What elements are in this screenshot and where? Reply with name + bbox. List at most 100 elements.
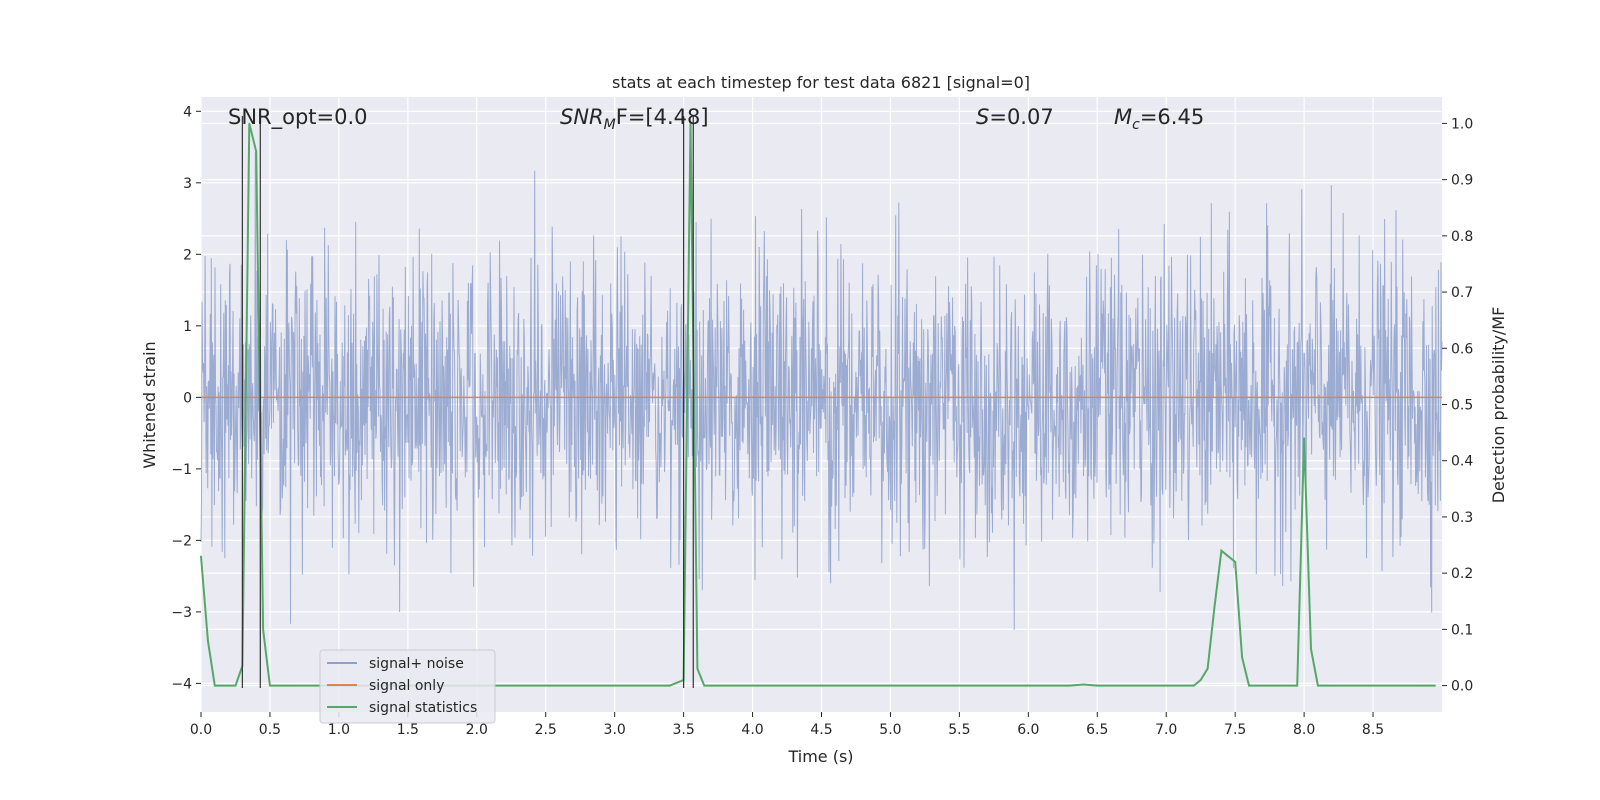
signal-statistics-point (1234, 561, 1236, 563)
annotation-mc: Mc=6.45 (1114, 105, 1204, 133)
legend-label-signal-only: signal only (369, 678, 444, 694)
y2-axis-ticks: 0.0 0.1 0.2 0.3 0.4 0.5 0.6 0.7 0.8 0.9 1.0 (1442, 116, 1473, 695)
signal-statistics-point (207, 639, 209, 642)
signal-statistics-point (276, 684, 278, 687)
signal-statistics-point (1330, 684, 1333, 687)
legend: signal+ noise signal only signal statist… (319, 649, 496, 724)
signal-statistics-point (1096, 684, 1099, 687)
signal-statistics-point (1324, 684, 1326, 687)
chart-title: stats at each timestep for test data 682… (612, 73, 1030, 92)
x-axis-ticks: 0.0 0.5 1.0 1.5 2.0 2.5 3.0 3.5 4.0 4.5 5.0 5.5 6.0 6… (190, 712, 1384, 738)
signal-statistics-line (200, 123, 1436, 687)
annotation-s: S=0.07 (976, 105, 1054, 129)
y-axis-ticks: −4 −3 −2 −1 0 1 2 3 4 (171, 104, 201, 692)
line-series (200, 122, 1442, 687)
signal-statistics-point (696, 667, 699, 670)
y-tick-label: −1 (171, 462, 192, 478)
signal-statistics-point (1213, 606, 1216, 608)
signal-statistics-point (289, 684, 292, 687)
x-tick-label: 7.5 (1224, 722, 1246, 738)
y2-tick-label: 0.3 (1451, 510, 1473, 526)
y2-tick-label: 0.8 (1451, 229, 1473, 245)
signal-statistics-point (1241, 656, 1243, 659)
y-tick-label: −4 (171, 676, 192, 692)
signal-statistics-point (214, 684, 216, 687)
x-tick-label: 1.5 (397, 722, 419, 738)
signal-statistics-point (248, 122, 251, 125)
x-tick-label: 3.5 (672, 722, 694, 738)
snr-mf-base: SNR (560, 105, 604, 129)
signal-statistics-point (1420, 684, 1423, 687)
signal-statistics-point (710, 684, 712, 687)
y-tick-label: 2 (183, 247, 192, 263)
y-tick-label: 4 (183, 104, 192, 120)
y2-tick-label: 0.5 (1451, 398, 1473, 414)
x-tick-label: 8.5 (1362, 722, 1384, 738)
x-tick-label: 8.0 (1293, 722, 1315, 738)
x-axis-label: Time (s) (787, 747, 853, 766)
signal-statistics-point (255, 150, 257, 153)
snr-mf-sub: M (604, 117, 616, 133)
signal-statistics-point (1193, 684, 1195, 687)
mc-sub: c (1132, 117, 1140, 133)
x-tick-label: 6.0 (1017, 722, 1039, 738)
signal-statistics-point (282, 684, 285, 687)
signal-statistics-point (1296, 684, 1298, 687)
signal-statistics-point (1082, 683, 1085, 686)
x-tick-label: 2.5 (535, 722, 557, 738)
signal-statistics-point (1206, 667, 1209, 670)
x-tick-label: 2.0 (466, 722, 488, 738)
legend-box (319, 649, 496, 724)
y-axis-label: Whitened strain (140, 341, 159, 468)
y2-tick-label: 1.0 (1451, 116, 1473, 132)
signal-statistics-point (1199, 679, 1202, 681)
signal-statistics-point (262, 628, 264, 631)
signal-statistics-point (220, 684, 223, 687)
vertical-markers (241, 116, 694, 688)
annotation-snr-mf: SNRMF=[4.48] (560, 105, 709, 133)
y2-tick-label: 0.2 (1451, 566, 1473, 582)
x-tick-label: 5.5 (948, 722, 970, 738)
signal-statistics-point (1427, 684, 1429, 687)
y2-tick-label: 0.0 (1451, 679, 1473, 695)
s-var: S (976, 105, 989, 129)
x-tick-label: 0.0 (190, 722, 212, 738)
signal-statistics-point (1261, 684, 1264, 687)
signal-statistics-point (234, 684, 237, 687)
mc-rest: =6.45 (1140, 105, 1204, 129)
signal-statistics-point (1317, 684, 1319, 687)
signal-statistics-point (1268, 684, 1271, 687)
x-tick-label: 0.5 (259, 722, 281, 738)
y-tick-label: 3 (183, 176, 192, 192)
signal-statistics-point (1303, 437, 1305, 440)
x-tick-label: 7.0 (1155, 722, 1177, 738)
signal-statistics-point (717, 684, 719, 687)
signal-statistics-point (269, 684, 271, 687)
annotation-snr-opt: SNR_opt=0.0 (228, 105, 368, 130)
y2-tick-label: 0.1 (1451, 622, 1473, 638)
noise-series (200, 151, 1443, 630)
signal-noise-line (200, 151, 1443, 630)
signal-statistics-point (689, 122, 692, 125)
s-rest: =0.07 (989, 105, 1053, 129)
mc-var: M (1114, 105, 1132, 129)
x-tick-label: 3.0 (604, 722, 626, 738)
signal-statistics-point (1068, 684, 1071, 687)
x-tick-label: 4.5 (810, 722, 832, 738)
signal-statistics-point (669, 684, 671, 687)
x-tick-label: 1.0 (328, 722, 350, 738)
signal-statistics-point (227, 684, 230, 687)
signal-statistics-point (1220, 549, 1223, 552)
y-tick-label: −2 (171, 533, 192, 549)
snr-mf-rest: F=[4.48] (616, 105, 709, 129)
x-tick-label: 4.0 (741, 722, 763, 738)
y2-axis-label: Detection probability/MF (1489, 307, 1508, 504)
x-tick-label: 6.5 (1086, 722, 1108, 738)
y2-tick-label: 0.4 (1451, 454, 1473, 470)
legend-label-signal-statistics: signal statistics (369, 700, 477, 716)
signal-statistics-point (200, 555, 202, 558)
y-tick-label: 1 (183, 319, 192, 335)
signal-statistics-point (675, 682, 678, 684)
y-tick-label: 0 (183, 390, 192, 406)
